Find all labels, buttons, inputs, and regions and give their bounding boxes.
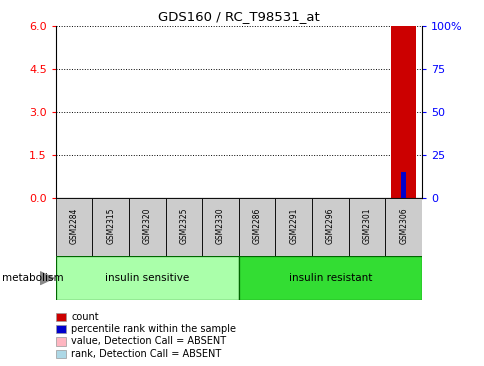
Bar [400,172,406,198]
Bar [92,198,129,256]
Polygon shape [40,272,54,285]
Text: GSM2296: GSM2296 [325,208,334,244]
Text: GSM2315: GSM2315 [106,208,115,244]
Bar [348,198,385,256]
Bar [312,198,348,256]
Bar [56,256,239,300]
Text: rank, Detection Call = ABSENT: rank, Detection Call = ABSENT [71,349,221,359]
Text: insulin resistant: insulin resistant [288,273,371,283]
Text: percentile rank within the sample: percentile rank within the sample [71,324,236,334]
Bar [202,198,239,256]
Text: metabolism: metabolism [2,273,64,283]
Bar [166,198,202,256]
Text: value, Detection Call = ABSENT: value, Detection Call = ABSENT [71,336,226,347]
Text: GSM2306: GSM2306 [398,208,408,244]
Text: GSM2286: GSM2286 [252,208,261,244]
Bar [56,198,92,256]
Bar [384,198,421,256]
Text: GSM2325: GSM2325 [179,208,188,244]
Bar [275,198,312,256]
Text: GSM2320: GSM2320 [142,208,151,244]
Text: GSM2291: GSM2291 [288,208,298,244]
Text: GSM2330: GSM2330 [215,208,225,244]
Bar [239,256,421,300]
Text: GSM2284: GSM2284 [69,208,78,244]
Bar [390,26,416,198]
Text: count: count [71,311,99,322]
Title: GDS160 / RC_T98531_at: GDS160 / RC_T98531_at [158,10,319,23]
Text: insulin sensitive: insulin sensitive [105,273,189,283]
Text: GSM2301: GSM2301 [362,208,371,244]
Bar [239,198,275,256]
Bar [129,198,166,256]
